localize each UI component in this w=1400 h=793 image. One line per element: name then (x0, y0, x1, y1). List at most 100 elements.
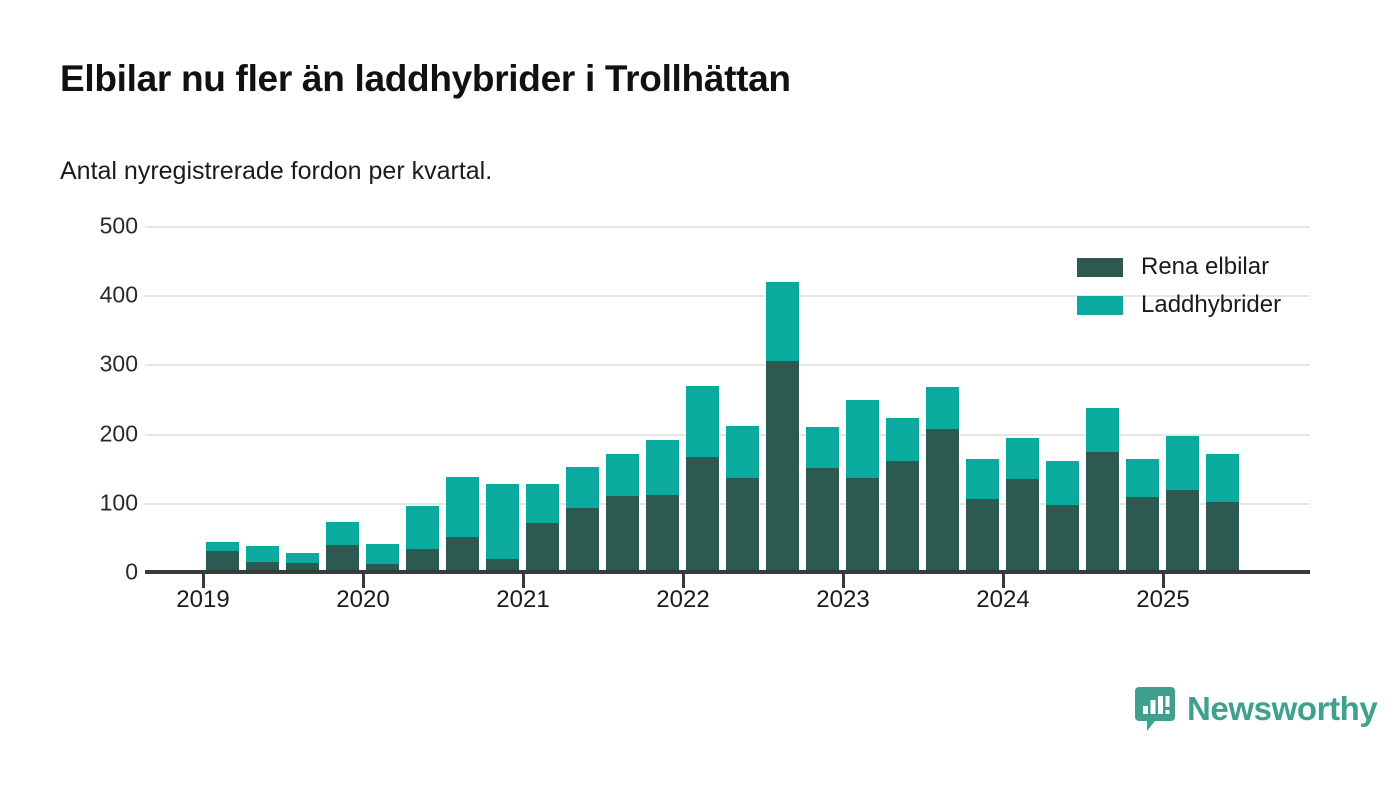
bar-2022-q2[interactable] (726, 426, 759, 572)
bar-2021-q2[interactable] (566, 466, 599, 572)
y-tick-label: 200 (99, 420, 138, 447)
bar-segment-laddhybrider (1086, 408, 1119, 452)
y-tick-label: 0 (125, 558, 138, 585)
bar-segment-laddhybrider (566, 466, 599, 509)
bar-segment-laddhybrider (526, 484, 559, 523)
bar-segment-rena-elbilar (686, 457, 719, 572)
bar-2024-q4[interactable] (1126, 459, 1159, 572)
gridline (145, 295, 1310, 298)
bar-segment-laddhybrider (806, 426, 839, 469)
bar-2024-q3[interactable] (1086, 408, 1119, 572)
gridline (145, 364, 1310, 367)
bar-segment-rena-elbilar (326, 545, 359, 572)
bar-2024-q1[interactable] (1006, 438, 1039, 572)
bar-segment-rena-elbilar (886, 460, 919, 572)
bar-2020-q2[interactable] (406, 505, 439, 572)
bar-2023-q3[interactable] (926, 386, 959, 572)
bar-segment-rena-elbilar (1006, 478, 1039, 572)
bar-segment-laddhybrider (1126, 459, 1159, 497)
bar-2022-q1[interactable] (686, 385, 719, 572)
legend-item-laddhybrider[interactable]: Laddhybrider (1077, 286, 1281, 324)
bar-2024-q2[interactable] (1046, 461, 1079, 572)
bar-segment-laddhybrider (726, 426, 759, 478)
bar-segment-rena-elbilar (1046, 504, 1079, 572)
bar-2019-q4[interactable] (326, 522, 359, 572)
bar-segment-laddhybrider (766, 282, 799, 361)
bar-segment-laddhybrider (406, 505, 439, 550)
bar-2025-q1[interactable] (1166, 436, 1199, 572)
bar-segment-laddhybrider (646, 439, 679, 496)
chart-legend: Rena elbilar Laddhybrider (1077, 248, 1281, 324)
newsworthy-logo: Newsworthy (1135, 687, 1378, 731)
brand-name: Newsworthy (1187, 690, 1378, 727)
x-tick (1162, 574, 1165, 588)
bar-2020-q3[interactable] (446, 477, 479, 572)
bar-segment-rena-elbilar (806, 468, 839, 572)
legend-label: Rena elbilar (1141, 253, 1270, 280)
bar-chart-bubble-icon (1135, 687, 1175, 731)
legend-item-rena-elbilar[interactable]: Rena elbilar (1077, 248, 1281, 286)
bar-segment-laddhybrider (1166, 436, 1199, 491)
bar-segment-laddhybrider (1206, 453, 1239, 503)
y-tick-label: 100 (99, 489, 138, 516)
bar-2019-q1[interactable] (206, 542, 239, 572)
bar-2020-q1[interactable] (366, 544, 399, 572)
bar-segment-laddhybrider (926, 386, 959, 430)
legend-swatch (1077, 257, 1123, 277)
bar-segment-rena-elbilar (1126, 496, 1159, 572)
x-tick-label: 2021 (496, 586, 550, 613)
bar-2021-q4[interactable] (646, 439, 679, 572)
bar-2023-q2[interactable] (886, 418, 919, 572)
bar-segment-laddhybrider (966, 459, 999, 499)
bar-2020-q4[interactable] (486, 484, 519, 572)
x-tick-label: 2019 (176, 586, 230, 613)
bar-segment-laddhybrider (246, 546, 279, 562)
chart-plot-area (145, 226, 1310, 572)
y-tick-label: 500 (99, 212, 138, 239)
bar-segment-rena-elbilar (1166, 490, 1199, 572)
x-tick-label: 2022 (656, 586, 710, 613)
bar-segment-rena-elbilar (1206, 502, 1239, 572)
bar-segment-laddhybrider (486, 484, 519, 559)
x-tick-label: 2025 (1136, 586, 1190, 613)
bar-segment-laddhybrider (846, 400, 879, 478)
bar-2022-q4[interactable] (806, 426, 839, 572)
bar-segment-laddhybrider (446, 477, 479, 538)
bar-segment-rena-elbilar (286, 563, 319, 572)
bar-segment-rena-elbilar (446, 537, 479, 572)
bar-segment-laddhybrider (286, 553, 319, 564)
x-tick-label: 2024 (976, 586, 1030, 613)
bar-segment-rena-elbilar (966, 498, 999, 572)
bar-segment-rena-elbilar (526, 522, 559, 572)
bar-2021-q1[interactable] (526, 484, 559, 572)
bar-2025-q2[interactable] (1206, 453, 1239, 572)
bar-2019-q3[interactable] (286, 553, 319, 572)
bar-segment-laddhybrider (1046, 461, 1079, 505)
bar-segment-rena-elbilar (206, 551, 239, 572)
bar-segment-laddhybrider (326, 522, 359, 546)
bar-2019-q2[interactable] (246, 546, 279, 572)
x-tick (1002, 574, 1005, 588)
bar-segment-laddhybrider (206, 542, 239, 552)
bar-segment-rena-elbilar (846, 477, 879, 572)
legend-swatch (1077, 295, 1123, 315)
bar-segment-rena-elbilar (566, 508, 599, 572)
bar-segment-rena-elbilar (646, 495, 679, 572)
x-tick (842, 574, 845, 588)
bar-2023-q4[interactable] (966, 459, 999, 572)
bar-segment-laddhybrider (606, 453, 639, 496)
gridline (145, 226, 1310, 228)
y-tick-label: 400 (99, 281, 138, 308)
x-tick (522, 574, 525, 588)
bar-2021-q3[interactable] (606, 453, 639, 572)
bar-2023-q1[interactable] (846, 400, 879, 572)
bar-2022-q3[interactable] (766, 282, 799, 572)
x-tick (362, 574, 365, 588)
bar-segment-laddhybrider (1006, 438, 1039, 479)
bar-segment-laddhybrider (686, 385, 719, 458)
x-tick (202, 574, 205, 588)
bar-segment-rena-elbilar (246, 561, 279, 572)
bar-segment-rena-elbilar (926, 429, 959, 572)
x-tick-label: 2023 (816, 586, 870, 613)
bar-segment-rena-elbilar (486, 558, 519, 572)
